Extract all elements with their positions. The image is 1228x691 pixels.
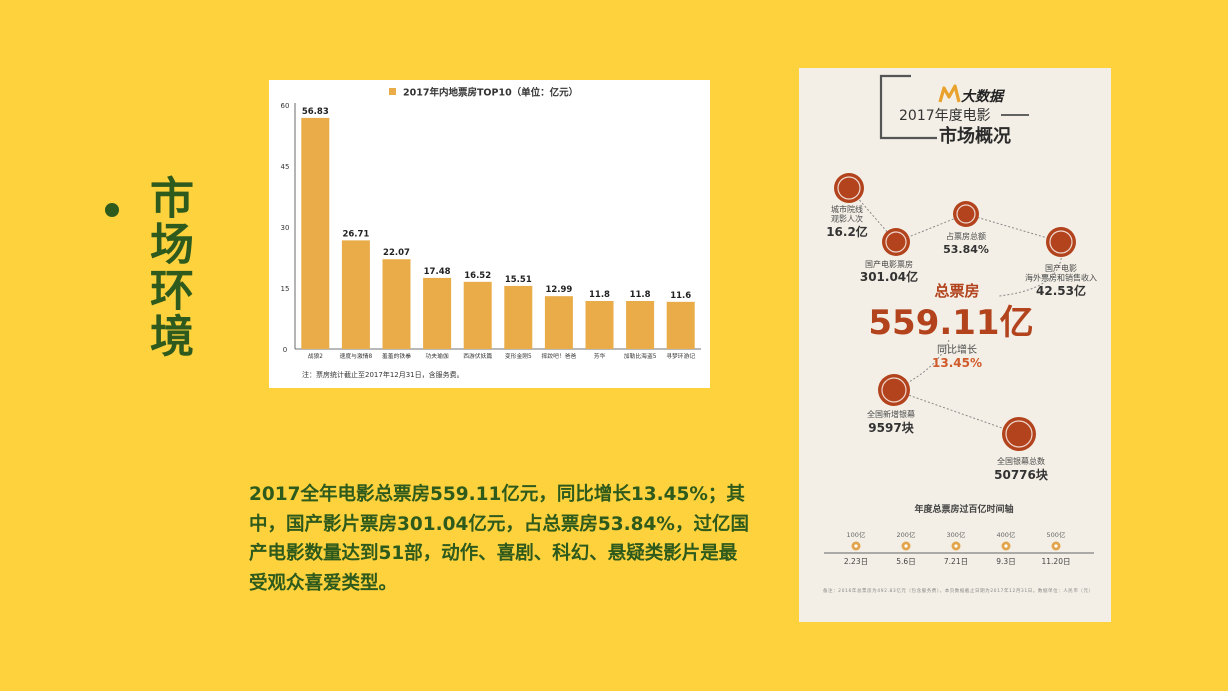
chart-note: 注：票房统计截止至2017年12月31日，含服务费。: [302, 370, 464, 379]
timeline-amount: 400亿: [997, 530, 1016, 539]
x-tick-label: 功夫瑜伽: [425, 352, 448, 360]
stat-value: 16.2亿: [826, 224, 868, 239]
stat-label: 城市院线: [831, 204, 863, 214]
chart-panel: 2017年内地票房TOP10（单位：亿元） 0 15 30 45 60 56.83 战狼2 26…: [269, 80, 710, 388]
bar-value-label: 11.6: [670, 291, 691, 301]
bar: [341, 240, 370, 349]
bar-value-label: 26.71: [342, 229, 369, 239]
timeline-pin-dot: [1054, 544, 1058, 548]
connector-line: [965, 213, 1062, 243]
bar-value-label: 56.83: [302, 107, 329, 117]
bar: [463, 281, 492, 349]
stat-label: 占票房总额: [946, 231, 986, 241]
timeline-pin-dot: [854, 544, 858, 548]
globe-ticket-icon: [1046, 227, 1076, 257]
x-tick-label: 寻梦环游记: [666, 352, 695, 360]
stat-value: 42.53亿: [1036, 283, 1086, 298]
bar-value-label: 12.99: [545, 285, 572, 295]
star-screen-icon: [1002, 417, 1036, 451]
x-tick-label: 变形金刚5: [505, 352, 532, 360]
bar-value-label: 17.48: [424, 267, 451, 277]
x-tick-label: 芳华: [594, 352, 606, 360]
slide-title: 市场环境: [142, 175, 193, 359]
bar: [382, 259, 411, 349]
bar-value-label: 15.51: [505, 275, 532, 285]
screen-label: 全国银幕总数: [997, 456, 1045, 466]
timeline-amount: 200亿: [897, 530, 916, 539]
bar: [423, 277, 452, 349]
header-frame: [879, 74, 937, 140]
header-title-line2: 市场概况: [939, 125, 1011, 147]
y-tick-label: 45: [281, 163, 290, 171]
bar: [544, 296, 573, 349]
x-tick-label: 战狼2: [308, 352, 324, 360]
timeline-pin-dot: [1004, 544, 1008, 548]
screen-icon: [878, 374, 910, 406]
timeline-pin-dot: [904, 544, 908, 548]
stat-label: 国产电影: [1045, 263, 1077, 273]
stat-value: 301.04亿: [860, 269, 918, 284]
stat-label: 观影人次: [831, 214, 863, 224]
title-bullet: [105, 203, 119, 217]
screen-value: 9597块: [868, 420, 914, 435]
timeline-amount: 500亿: [1047, 530, 1066, 539]
timeline-amount: 300亿: [947, 530, 966, 539]
stat-label: 国产电影票房: [865, 259, 913, 269]
timeline-date: 2.23日: [844, 557, 868, 566]
timeline-date: 9.3日: [996, 557, 1015, 566]
y-tick-label: 0: [283, 346, 287, 354]
pie-icon: [953, 201, 979, 227]
y-tick-label: 60: [281, 102, 290, 110]
x-tick-label: 羞羞的铁拳: [382, 352, 411, 360]
ticket-icon: [882, 228, 910, 256]
x-tick-label: 摔跤吧！爸爸: [542, 352, 577, 360]
audience-icon: [834, 173, 864, 203]
stat-label: 海外票房和销售收入: [1025, 273, 1097, 283]
brand-logo-icon: [938, 84, 961, 103]
timeline-date: 7.21日: [944, 557, 968, 566]
screen-label: 全国新增银幕: [867, 409, 915, 419]
total-label: 总票房: [934, 282, 979, 300]
bar-value-label: 22.07: [383, 248, 410, 258]
brand-name: 大数据: [961, 88, 1006, 105]
header-title-line1: 2017年度电影: [899, 108, 991, 124]
timeline-title: 年度总票房过百亿时间轴: [914, 503, 1013, 515]
bar: [626, 301, 655, 349]
legend-swatch: [389, 88, 396, 95]
bar-value-label: 11.8: [589, 290, 610, 300]
bar: [504, 285, 533, 349]
bar: [585, 301, 614, 349]
box-office-top10-chart: 2017年内地票房TOP10（单位：亿元） 0 15 30 45 60 56.83 战狼2 26…: [281, 87, 701, 379]
x-tick-label: 速度与激情8: [340, 352, 373, 360]
summary-paragraph: 2017全年电影总票房559.11亿元，同比增长13.45%；其中，国产影片票房…: [249, 484, 749, 594]
timeline-date: 11.20日: [1042, 557, 1071, 566]
timeline-pin-dot: [954, 544, 958, 548]
total-value: 559.11亿: [868, 303, 1033, 343]
x-tick-label: 西游伏妖篇: [463, 352, 492, 360]
screen-value: 50776块: [994, 467, 1049, 482]
timeline-date: 5.6日: [896, 557, 915, 566]
stat-value: 53.84%: [943, 243, 989, 256]
timeline-amount: 100亿: [847, 530, 866, 539]
bar: [666, 301, 695, 349]
growth-label: 同比增长: [937, 343, 977, 356]
bar-value-label: 11.8: [630, 290, 651, 300]
y-tick-label: 15: [281, 285, 290, 293]
bar: [301, 117, 330, 350]
growth-value: 13.45%: [932, 356, 982, 370]
y-tick-label: 30: [281, 224, 290, 232]
x-tick-label: 加勒比海盗5: [624, 352, 657, 360]
infographic-footnote: 备注：2016年总票房为492.83亿元（包含服务费），本页数据截止日期为201…: [823, 587, 1093, 594]
bar-value-label: 16.52: [464, 271, 491, 281]
connector-line: [893, 339, 950, 391]
chart-title: 2017年内地票房TOP10（单位：亿元）: [403, 87, 578, 99]
infographic-panel: 大数据 2017年度电影 市场概况城市院线 观影人次 16.2亿 占票房总额 53.84% 国…: [799, 68, 1111, 622]
